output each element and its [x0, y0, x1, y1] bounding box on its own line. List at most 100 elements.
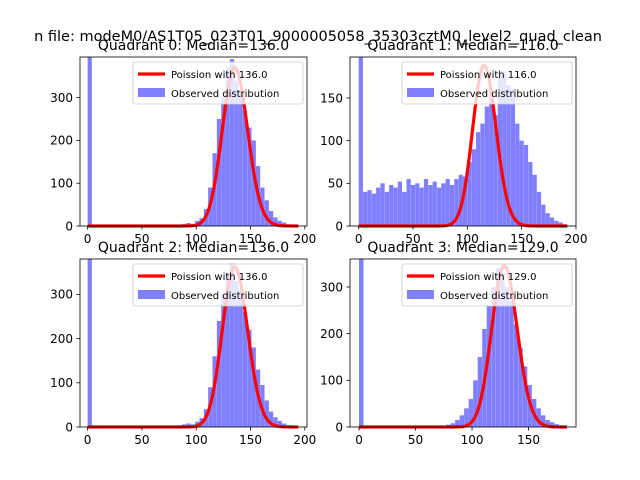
x-tick-label: 50: [408, 433, 423, 447]
legend-label-poisson: Poission with 136.0: [171, 272, 267, 283]
histogram-bar: [415, 183, 420, 226]
x-tick-label: 200: [565, 232, 588, 246]
histogram-bar: [229, 263, 235, 427]
histogram-bar: [540, 415, 546, 427]
histogram-bar: [238, 289, 243, 427]
histogram-bar: [247, 127, 252, 226]
x-tick-label: 100: [456, 232, 479, 246]
histogram-bar: [550, 422, 555, 427]
histogram-bar: [406, 179, 411, 226]
legend-label-poisson: Poission with 129.0: [440, 272, 536, 283]
histogram-bar: [500, 273, 505, 427]
x-tick-label: 150: [239, 232, 262, 246]
histogram-bar: [436, 187, 442, 226]
histogram-bar: [216, 320, 222, 427]
histogram-bar: [247, 329, 252, 427]
quadrant-2-panel: 0 50 100 150 200 0 100 200 300 Quadrant 2: Median…: [50, 240, 316, 447]
histogram-bar: [432, 181, 437, 226]
histogram-bar: [502, 72, 507, 226]
histogram-bar: [476, 132, 481, 226]
y-tick-label: 100: [50, 177, 73, 191]
histogram-bar: [459, 415, 465, 427]
quadrant-0-panel: 0 50 100 150 200 0 100 200 300 Quadrant 0: Median…: [50, 38, 316, 246]
histogram-bar: [221, 97, 226, 226]
histogram-bar: [510, 89, 516, 226]
quadrant-2-title: Quadrant 2: Median=136.0: [98, 240, 289, 256]
histogram-bar: [87, 259, 92, 427]
x-tick-label: 0: [84, 433, 92, 447]
histogram-bar: [554, 220, 559, 226]
x-tick-label: 0: [355, 232, 363, 246]
x-tick-label: 100: [185, 232, 208, 246]
histogram-bar: [495, 268, 501, 427]
quadrant-0-title: Quadrant 0: Median=136.0: [98, 38, 289, 54]
histogram-bar: [264, 200, 269, 226]
histogram-bar: [477, 357, 483, 427]
quadrant-1-title: Quadrant 1: Median=116.0: [367, 38, 558, 54]
legend-label-observed: Observed distribution: [171, 89, 279, 100]
x-tick-label: 150: [510, 232, 533, 246]
histogram-bar: [423, 179, 429, 226]
histogram-bar: [242, 312, 248, 427]
histogram-bar: [251, 347, 256, 427]
histogram-bar: [541, 204, 546, 226]
y-tick-label: 200: [50, 134, 73, 148]
histogram-bar: [528, 161, 533, 226]
x-tick-label: 150: [517, 433, 540, 447]
histogram-bar: [493, 115, 498, 226]
histogram-bar: [268, 411, 274, 427]
y-tick-label: 100: [320, 374, 343, 388]
axes-frame: [79, 258, 308, 428]
histogram-bar: [225, 272, 230, 427]
y-tick-label: 100: [320, 134, 343, 148]
histogram-bar: [397, 181, 403, 226]
histogram-bar: [238, 89, 243, 226]
histogram-bar: [384, 191, 390, 226]
histogram-bar: [216, 119, 222, 226]
histogram-bar: [467, 161, 472, 226]
histogram-bar: [513, 324, 519, 427]
histogram-bar: [545, 420, 550, 427]
histogram-bar: [234, 281, 239, 427]
x-tick-label: 50: [134, 232, 149, 246]
histogram-bar: [359, 259, 364, 427]
histogram-bar: [549, 217, 555, 226]
histogram-bar: [277, 220, 282, 226]
y-tick-label: 0: [335, 420, 343, 434]
figure-suptitle: n file: modeM0/AS1T05_023T01_9000005058_…: [34, 29, 602, 45]
legend: Poission with 136.0 Observed distribution: [132, 263, 304, 307]
histogram-bar: [221, 294, 226, 427]
histogram-bar: [515, 123, 520, 226]
x-tick-label: 200: [293, 433, 316, 447]
histogram-bar: [523, 144, 529, 226]
legend-hist-swatch: [138, 290, 165, 299]
histogram-bar: [371, 193, 376, 226]
histogram-bar: [458, 174, 463, 226]
legend: Poission with 136.0 Observed distribution: [132, 61, 304, 105]
histogram-bar: [455, 420, 460, 427]
legend: Poission with 129.0 Observed distribution: [401, 263, 573, 307]
histogram-bar: [389, 185, 394, 226]
histogram-bar: [380, 183, 385, 226]
legend-label-poisson: Poission with 136.0: [171, 70, 267, 81]
histogram-bar: [445, 179, 450, 226]
y-tick-label: 300: [50, 91, 73, 105]
histogram-bar: [264, 400, 269, 427]
histogram-bar: [419, 187, 424, 226]
histogram-bar: [519, 140, 524, 226]
histogram-bar: [463, 176, 468, 226]
histogram-bar: [450, 423, 455, 427]
legend-label-poisson: Poission with 116.0: [440, 70, 536, 81]
y-tick-label: 100: [50, 376, 73, 390]
histogram-bar: [536, 408, 541, 427]
y-tick-label: 0: [65, 219, 73, 233]
legend-label-observed: Observed distribution: [440, 89, 548, 100]
histogram-bar: [558, 222, 563, 226]
histogram-bar: [363, 191, 368, 226]
histogram-bar: [441, 183, 446, 226]
histogram-bar: [489, 89, 494, 226]
histogram-bar: [509, 301, 514, 427]
y-tick-label: 150: [320, 91, 343, 105]
histogram-bar: [506, 85, 511, 227]
x-tick-label: 100: [185, 433, 208, 447]
